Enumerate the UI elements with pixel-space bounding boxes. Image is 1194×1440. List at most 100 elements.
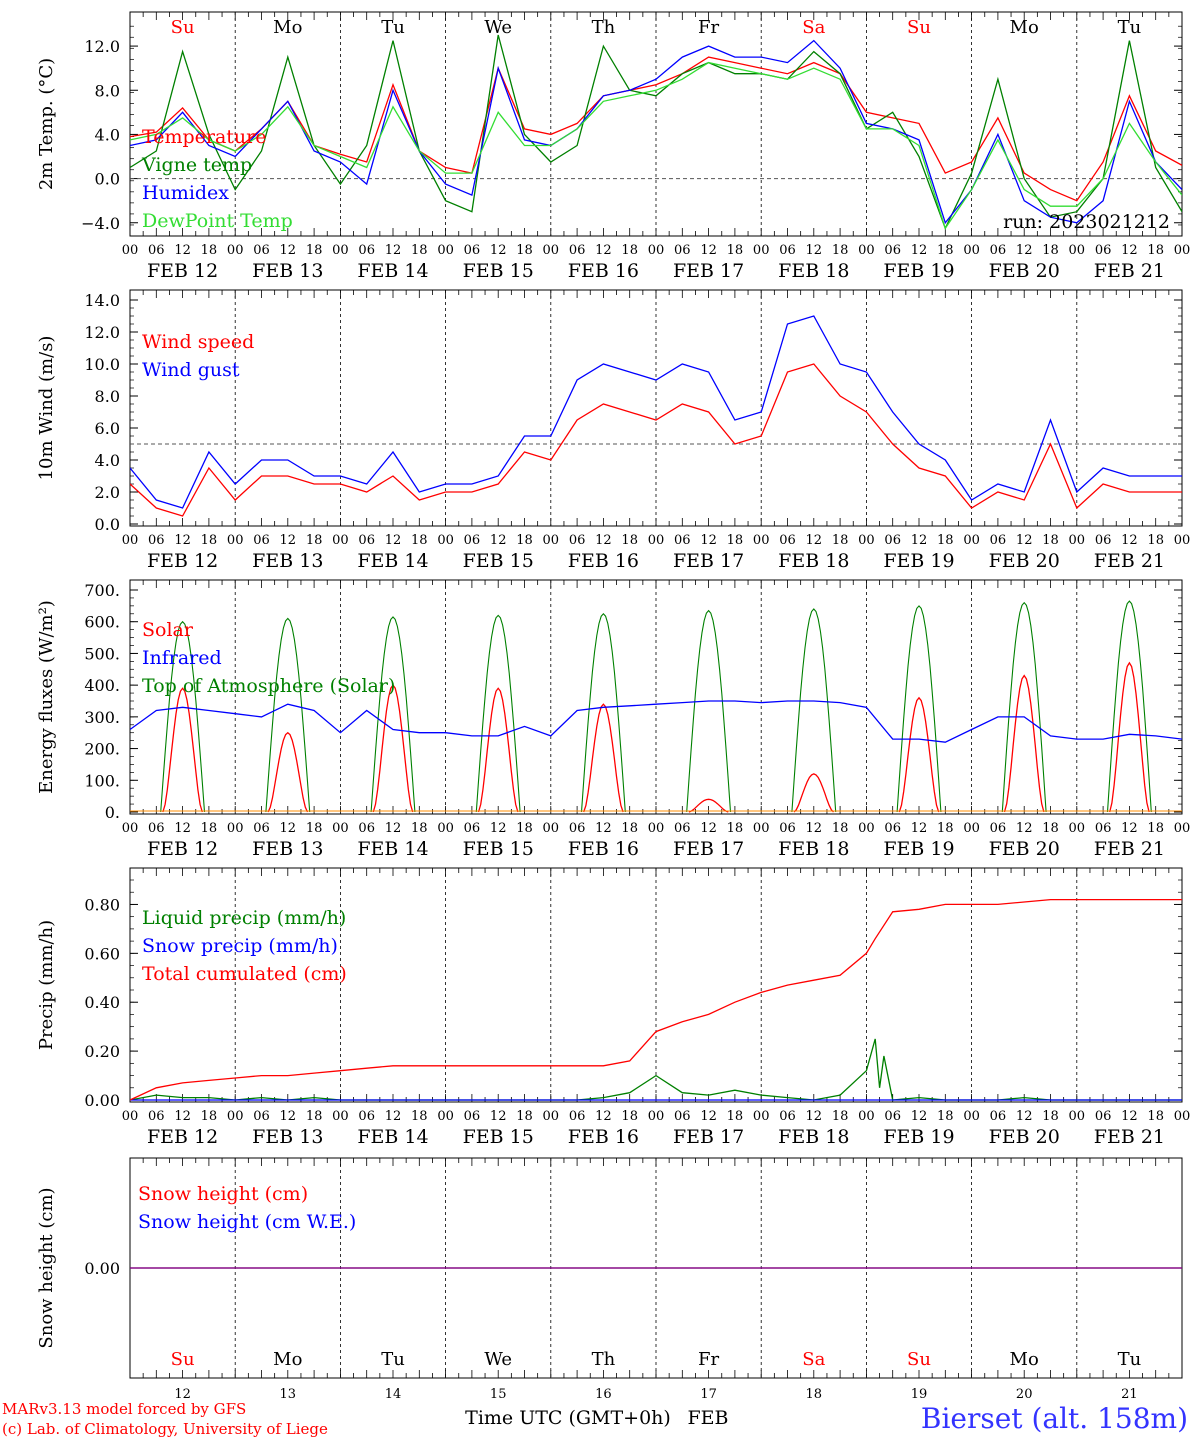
hour-label: 12 <box>174 821 191 836</box>
hour-label: 18 <box>201 821 218 836</box>
hour-label: 06 <box>884 533 901 548</box>
hour-label: 12 <box>280 533 297 548</box>
date-label: FEB 14 <box>357 260 428 282</box>
y-axis-label: 2m Temp. (°C) <box>36 58 57 190</box>
hour-label: 12 <box>280 1109 297 1124</box>
hour-label: 18 <box>306 533 323 548</box>
hour-label: 06 <box>779 243 796 258</box>
legend-entry: Solar <box>142 619 194 641</box>
toa-solar-line <box>265 617 311 813</box>
date-label: FEB 18 <box>778 260 849 282</box>
y-tick-label: 0. <box>105 803 120 822</box>
panel-4: 0.00 0.20 0.40 0.60 0.80 Precip (mm/h) Liquid … <box>36 867 1191 1148</box>
hour-label: 18 <box>1147 533 1164 548</box>
hour-label: 00 <box>332 533 349 548</box>
day-number: 13 <box>280 1387 297 1402</box>
day-name: Sa <box>802 1349 825 1370</box>
hour-label: 00 <box>437 1109 454 1124</box>
date-label: FEB 15 <box>463 838 534 860</box>
day-name: Su <box>907 17 931 38</box>
station-label: Bierset (alt. 158m) <box>921 1402 1188 1435</box>
hour-label: 12 <box>1016 243 1033 258</box>
hour-label: 00 <box>332 821 349 836</box>
hour-label: 06 <box>148 1109 165 1124</box>
hour-label: 18 <box>832 1109 849 1124</box>
hour-label: 00 <box>963 533 980 548</box>
hour-label: 12 <box>595 243 612 258</box>
y-tick-label: 0.40 <box>84 993 120 1012</box>
series-group <box>130 315 1182 517</box>
hour-label: 12 <box>490 821 507 836</box>
hour-label: 12 <box>280 821 297 836</box>
hour-label: 12 <box>385 821 402 836</box>
date-label: FEB 12 <box>147 550 218 572</box>
y-tick-label: 12.0 <box>84 323 120 342</box>
series-line <box>130 34 1182 230</box>
hour-label: 06 <box>464 821 481 836</box>
date-label: FEB 18 <box>778 550 849 572</box>
day-name: Su <box>171 1349 195 1370</box>
hour-label: 18 <box>516 243 533 258</box>
hour-label: 06 <box>253 533 270 548</box>
hour-label: 18 <box>727 243 744 258</box>
y-tick-label: 6.0 <box>95 419 120 438</box>
legend-entry: DewPoint Temp <box>142 210 293 232</box>
hour-label: 00 <box>437 243 454 258</box>
hour-label: 00 <box>858 243 875 258</box>
y-tick-label: 12.0 <box>84 37 120 56</box>
legend-entry: Liquid precip (mm/h) <box>142 907 346 929</box>
infrared-line <box>130 700 1182 743</box>
legend-entry: Temperature <box>142 126 266 148</box>
hour-label: 06 <box>990 243 1007 258</box>
day-name: Mo <box>1010 1349 1039 1370</box>
hour-label: 18 <box>937 533 954 548</box>
solar-line <box>793 773 834 813</box>
hour-label: 00 <box>332 1109 349 1124</box>
hour-label: 06 <box>1095 1109 1112 1124</box>
y-axis-label: Snow height (cm) <box>36 1187 57 1348</box>
hour-label: 06 <box>674 533 691 548</box>
hour-label: 12 <box>1016 1109 1033 1124</box>
y-tick-label: 8.0 <box>95 387 120 406</box>
date-label: FEB 16 <box>568 838 639 860</box>
day-name: Mo <box>273 17 302 38</box>
date-label: FEB 14 <box>357 550 428 572</box>
series-line <box>130 61 1182 230</box>
day-number: 17 <box>700 1387 717 1402</box>
day-name: We <box>484 17 512 38</box>
day-name: Fr <box>698 17 719 38</box>
toa-solar-line <box>686 609 732 813</box>
hour-label: 12 <box>1121 1109 1138 1124</box>
hour-label: 00 <box>1174 1109 1191 1124</box>
hour-label: 12 <box>1121 533 1138 548</box>
y-tick-label: 14.0 <box>84 291 120 310</box>
hour-label: 12 <box>911 533 928 548</box>
hour-label: 00 <box>122 1109 139 1124</box>
hour-label: 18 <box>621 533 638 548</box>
date-label: FEB 17 <box>673 1126 744 1148</box>
date-label: FEB 13 <box>252 1126 323 1148</box>
toa-solar-line <box>475 614 521 813</box>
hour-label: 06 <box>569 533 586 548</box>
hour-label: 12 <box>1016 821 1033 836</box>
y-tick-label: −4.0 <box>81 214 120 233</box>
legend-entry: Snow precip (mm/h) <box>142 935 338 957</box>
hour-label: 12 <box>595 1109 612 1124</box>
hour-label: 12 <box>806 821 823 836</box>
day-name: Tu <box>381 1349 405 1370</box>
y-tick-label: 0.0 <box>95 170 120 189</box>
hour-label: 00 <box>1069 533 1086 548</box>
hour-label: 06 <box>464 1109 481 1124</box>
date-label: FEB 15 <box>463 1126 534 1148</box>
hour-label: 00 <box>1069 243 1086 258</box>
date-label: FEB 21 <box>1094 550 1165 572</box>
date-label: FEB 12 <box>147 260 218 282</box>
hour-label: 12 <box>1016 533 1033 548</box>
hour-label: 06 <box>148 243 165 258</box>
hour-label: 00 <box>963 821 980 836</box>
series-line <box>130 56 1182 202</box>
hour-label: 00 <box>1174 533 1191 548</box>
y-tick-label: 0.60 <box>84 944 120 963</box>
hour-label: 18 <box>1042 821 1059 836</box>
